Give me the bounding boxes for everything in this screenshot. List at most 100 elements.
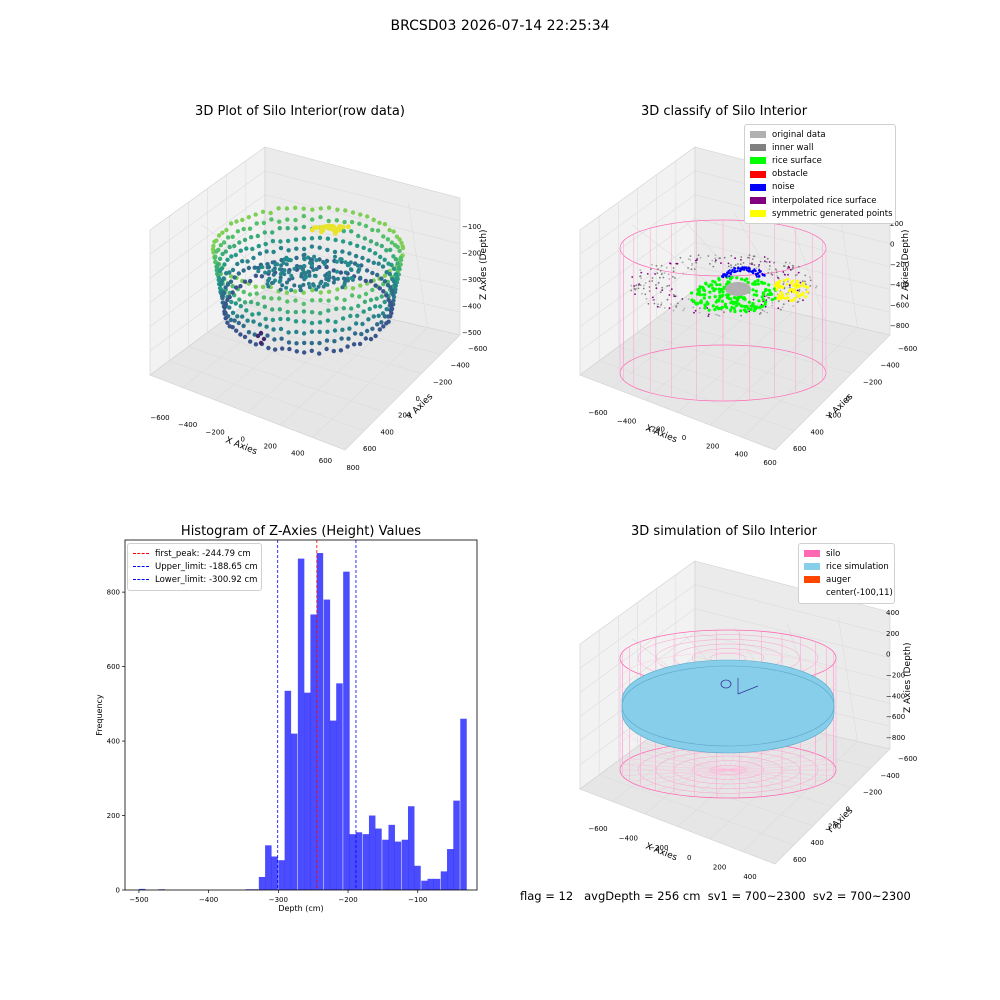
panel2-point <box>715 283 719 287</box>
panel1-point <box>292 283 297 288</box>
panel4-ztick: −200 <box>886 672 905 680</box>
panel2-xtick: 400 <box>735 451 748 459</box>
panel4-silo-spoke <box>727 769 816 787</box>
panel2-point <box>713 308 717 312</box>
panel1-point <box>258 340 264 346</box>
panel1-point <box>255 233 260 239</box>
panel2-legend-label: rice surface <box>772 155 822 166</box>
panel1-point <box>278 245 284 251</box>
panel1-point <box>256 243 261 249</box>
panel2-point <box>749 262 751 265</box>
panel2-point <box>787 273 789 276</box>
panel1-point <box>387 271 392 277</box>
panel1-point <box>395 261 400 266</box>
panel1-point <box>398 255 403 261</box>
hist-bar <box>453 800 460 890</box>
panel1-ztick: −200 <box>462 250 481 258</box>
panel2-point <box>644 293 647 296</box>
panel2-point <box>727 262 730 265</box>
panel1-point <box>382 314 388 319</box>
panel2-point <box>691 264 693 266</box>
panel2-point <box>635 284 637 287</box>
panel1-point <box>393 272 399 277</box>
panel1-point <box>242 237 248 243</box>
panel1-point <box>368 239 374 244</box>
panel4-legend-label: silo <box>826 548 841 559</box>
panel2-point <box>757 274 761 277</box>
panel2-point <box>725 306 729 310</box>
panel2-point <box>694 301 698 305</box>
panel1-point <box>317 351 322 356</box>
panel1-point <box>227 305 232 310</box>
panel2-point <box>776 275 779 277</box>
panel2-point <box>763 256 766 258</box>
panel1-point <box>346 336 351 341</box>
panel2-point <box>752 309 756 313</box>
panel2-point <box>779 285 782 289</box>
panel2-point <box>753 255 756 258</box>
panel1-point <box>377 327 382 332</box>
panel2-grid <box>675 160 871 355</box>
panel1-point <box>367 306 372 312</box>
panel1-point <box>261 220 267 226</box>
panel2-point <box>779 290 783 294</box>
panel2-point <box>747 267 750 270</box>
panel1-point <box>320 225 326 230</box>
panel2-point <box>776 296 780 300</box>
panel1-point <box>253 273 259 278</box>
panel1-point <box>259 274 265 279</box>
panel1-point <box>217 285 223 291</box>
panel1-point <box>382 257 387 262</box>
panel1-point <box>339 336 344 341</box>
panel1-point <box>257 251 263 256</box>
panel1-grid <box>279 208 396 426</box>
panel2-point <box>792 305 795 307</box>
panel1-point <box>253 212 258 217</box>
panel2-point <box>797 300 800 303</box>
panel1-point <box>240 314 245 319</box>
panel2-point <box>781 293 785 297</box>
panel4-ytick: −400 <box>881 772 900 780</box>
panel2-point <box>763 274 766 277</box>
panel1-point <box>381 324 386 329</box>
panel2-point <box>669 289 672 292</box>
panel2-point <box>689 291 694 295</box>
panel2-point <box>689 255 692 257</box>
panel4-silo-spoke <box>655 749 729 771</box>
panel1-point <box>352 331 358 336</box>
panel2-point <box>795 291 799 295</box>
panel1-point <box>287 277 292 282</box>
panel4-3d-surface: −600 −400 −200 0 200 400 600 400 200 0 −200 −400 −60… <box>579 560 917 881</box>
panel2-point <box>757 299 761 303</box>
panel1-point <box>301 331 307 336</box>
panel2-point <box>723 302 727 306</box>
panel2-legend: original data inner wall rice surface obsta… <box>744 124 896 225</box>
panel2-ztick: −200 <box>890 261 909 269</box>
panel4-zlabel: Z Axies (Depth) <box>903 642 913 713</box>
panel2-point <box>639 284 642 286</box>
panel2-point <box>748 310 751 313</box>
panel1-point <box>216 276 222 281</box>
panel1-point <box>314 258 319 263</box>
panel2-point <box>763 310 766 313</box>
panel2-point <box>739 295 743 299</box>
panel2-point <box>766 257 769 260</box>
panel1-point <box>270 307 275 312</box>
panel1-point <box>310 217 315 222</box>
panel2-point <box>801 281 805 285</box>
hist-bar <box>316 553 324 890</box>
panel1-ytick: 600 <box>363 445 376 453</box>
hist-bar <box>290 733 298 890</box>
hist-bar <box>375 828 382 890</box>
panel1-point <box>220 251 225 257</box>
panel2-point <box>789 299 793 303</box>
panel2-point <box>788 262 791 264</box>
panel2-point <box>682 272 684 275</box>
panel1-title: 3D Plot of Silo Interior(row data) <box>195 104 405 119</box>
panel1-point <box>368 279 374 284</box>
panel2-point <box>695 292 700 296</box>
panel2-point <box>722 273 725 276</box>
panel1-point <box>242 279 248 284</box>
panel2-point <box>782 283 785 286</box>
panel2-point <box>796 279 799 283</box>
